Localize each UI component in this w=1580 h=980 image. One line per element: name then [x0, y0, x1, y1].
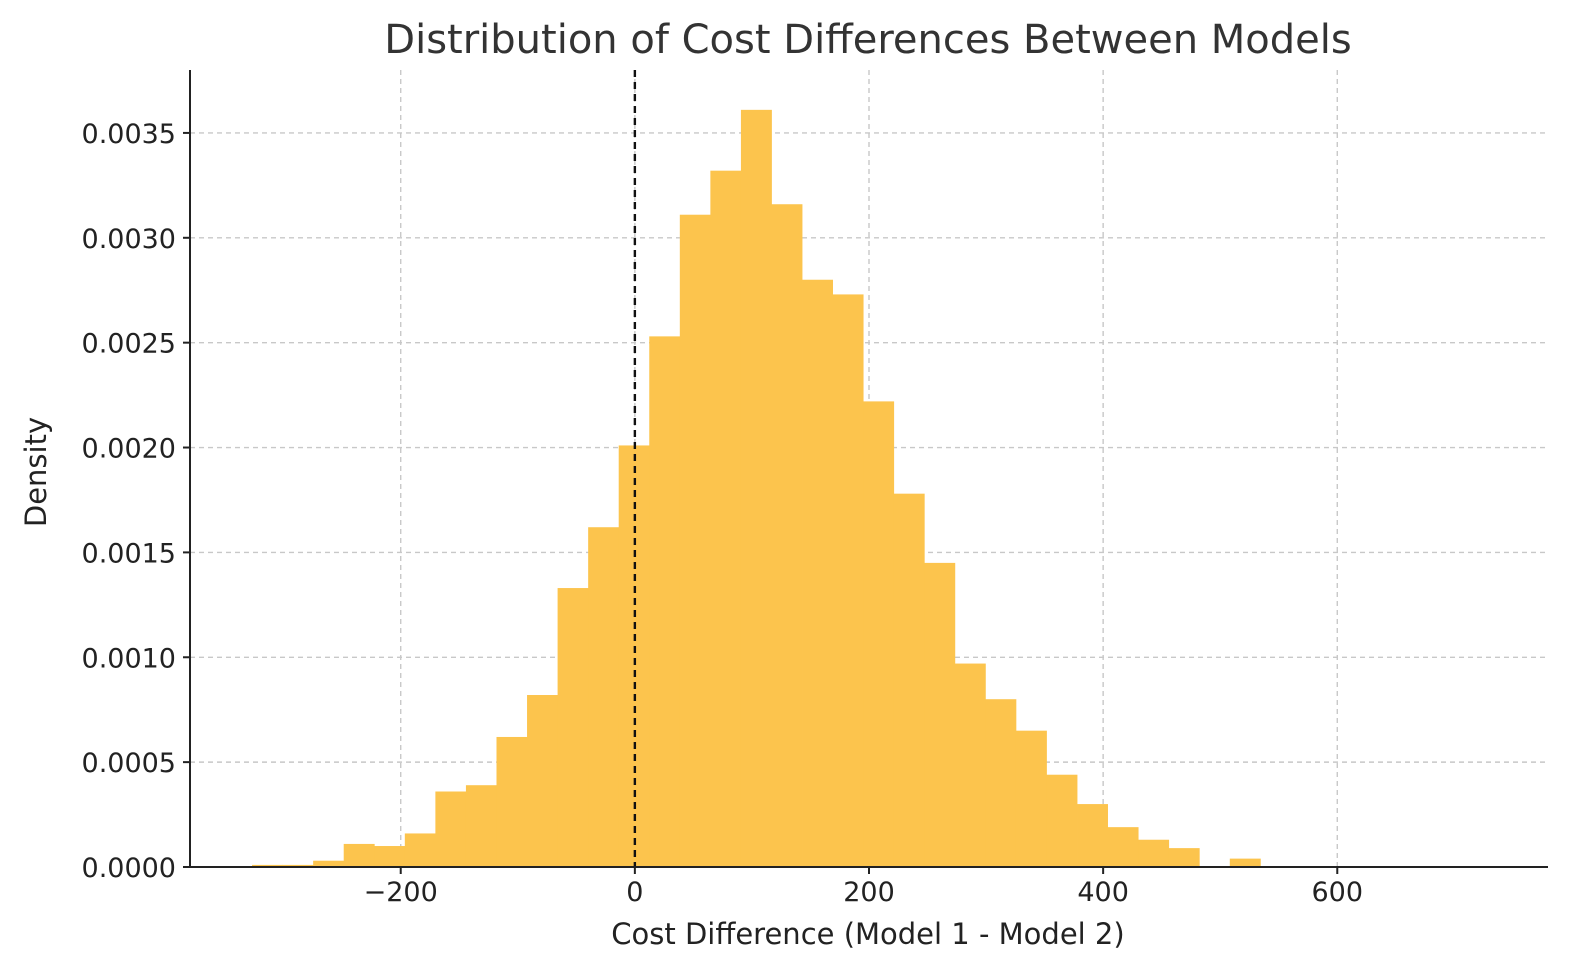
histogram-bar [649, 336, 681, 867]
y-tick-label: 0.0030 [82, 224, 176, 255]
y-axis-label: Density [19, 417, 53, 527]
x-tick-label: 200 [843, 877, 895, 908]
histogram-bar [863, 401, 895, 867]
histogram-bar [954, 663, 986, 867]
histogram-bar [588, 527, 620, 867]
histogram-bars [252, 109, 1261, 868]
histogram-bar [557, 588, 589, 867]
x-tick-label: 0 [626, 877, 643, 908]
x-axis-label: Cost Difference (Model 1 - Model 2) [611, 917, 1124, 951]
histogram-bar [924, 562, 956, 867]
y-tick-label: 0.0035 [82, 119, 176, 150]
histogram-bar [465, 785, 497, 867]
histogram-bar [496, 736, 528, 867]
histogram-bar [1138, 839, 1170, 867]
histogram-bar [679, 214, 711, 868]
axes [183, 70, 1548, 874]
histogram-bar [313, 860, 345, 867]
histogram-bar [893, 493, 925, 867]
histogram-bar [832, 294, 864, 867]
histogram-bar [1046, 774, 1078, 867]
histogram-bar [802, 279, 833, 868]
histogram-bar [740, 109, 772, 868]
histogram-bar [343, 843, 375, 867]
histogram-bar [1229, 858, 1261, 867]
y-tick-label: 0.0015 [82, 538, 176, 569]
histogram-bar [282, 864, 314, 867]
x-tick-label: 400 [1077, 877, 1129, 908]
x-tick-label: −200 [364, 877, 438, 908]
y-tick-label: 0.0010 [82, 643, 176, 674]
y-tick-label: 0.0020 [82, 434, 176, 465]
chart-title: Distribution of Cost Differences Between… [384, 17, 1351, 63]
y-tick-label: 0.0025 [82, 329, 176, 360]
x-tick-label: 600 [1312, 877, 1364, 908]
histogram-bar [1168, 848, 1200, 867]
tick-labels: −200 0 200 400 600 0.0000 0.0005 0.0010 0.0015 0.… [82, 119, 1364, 908]
y-tick-label: 0.0000 [82, 853, 176, 884]
y-tick-label: 0.0005 [82, 748, 176, 779]
histogram-bar [1077, 804, 1108, 867]
histogram-bar [1107, 827, 1139, 867]
histogram-bar [374, 846, 406, 867]
histogram-bar [1015, 730, 1047, 867]
histogram-bar [435, 791, 467, 867]
histogram-bar [985, 699, 1017, 867]
histogram-bar [771, 204, 803, 868]
histogram-bar [527, 695, 558, 867]
histogram-bar [252, 864, 284, 867]
histogram-bar [404, 833, 436, 867]
histogram-bar [710, 170, 742, 867]
